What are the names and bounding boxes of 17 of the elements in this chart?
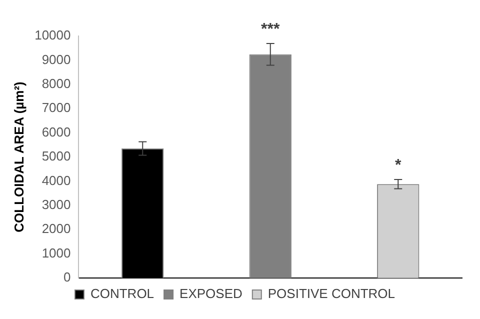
y-tick-label: 10000 — [34, 28, 71, 43]
legend-label: EXPOSED — [180, 286, 242, 302]
y-tick-label: 5000 — [42, 148, 71, 164]
y-tick-label: 3000 — [42, 196, 71, 212]
y-tick-label: 9000 — [42, 52, 71, 67]
y-tick-label: 0 — [64, 270, 71, 285]
annotation: *** — [261, 20, 280, 38]
annotation: * — [395, 156, 402, 174]
y-tick-label: 6000 — [42, 124, 71, 140]
y-tick-label: 1000 — [42, 245, 71, 260]
legend-label: CONTROL — [90, 286, 154, 302]
y-tick-label: 7000 — [42, 100, 71, 116]
y-tick-label: 2000 — [42, 221, 71, 236]
legend-label: POSITIVE CONTROL — [268, 286, 396, 302]
y-axis-title: COLLOIDAL AREA (µm²) — [11, 82, 26, 232]
y-tick-label: 8000 — [42, 76, 71, 91]
y-tick-label: 4000 — [42, 172, 71, 188]
